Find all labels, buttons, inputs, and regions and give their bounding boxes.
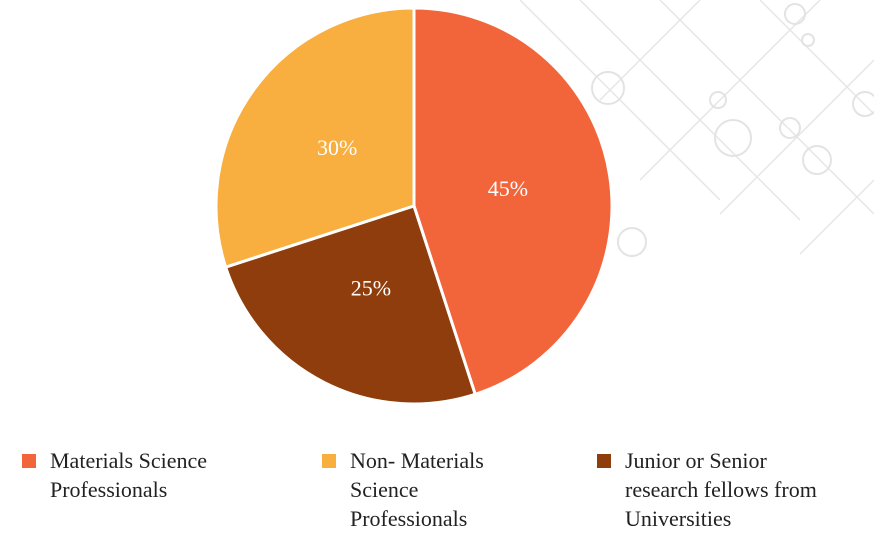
legend-label: Materials Science Professionals xyxy=(50,446,252,504)
legend-item: Junior or Senior research fellows from U… xyxy=(597,446,837,533)
legend-item: Non- Materials Science Professionals xyxy=(322,446,522,533)
legend-item: Materials Science Professionals xyxy=(22,446,252,504)
pie: 45% 30% 25% xyxy=(216,8,612,404)
legend-label: Junior or Senior research fellows from U… xyxy=(625,446,825,533)
data-label: 25% xyxy=(351,276,391,301)
page: 45% 30% 25% Materials Science Professional… xyxy=(0,0,874,534)
data-label: 45% xyxy=(488,176,528,201)
legend-swatch xyxy=(22,454,36,468)
legend-swatch xyxy=(597,454,611,468)
legend-swatch xyxy=(322,454,336,468)
data-label: 30% xyxy=(317,135,357,160)
legend-label: Non- Materials Science Professionals xyxy=(350,446,520,533)
